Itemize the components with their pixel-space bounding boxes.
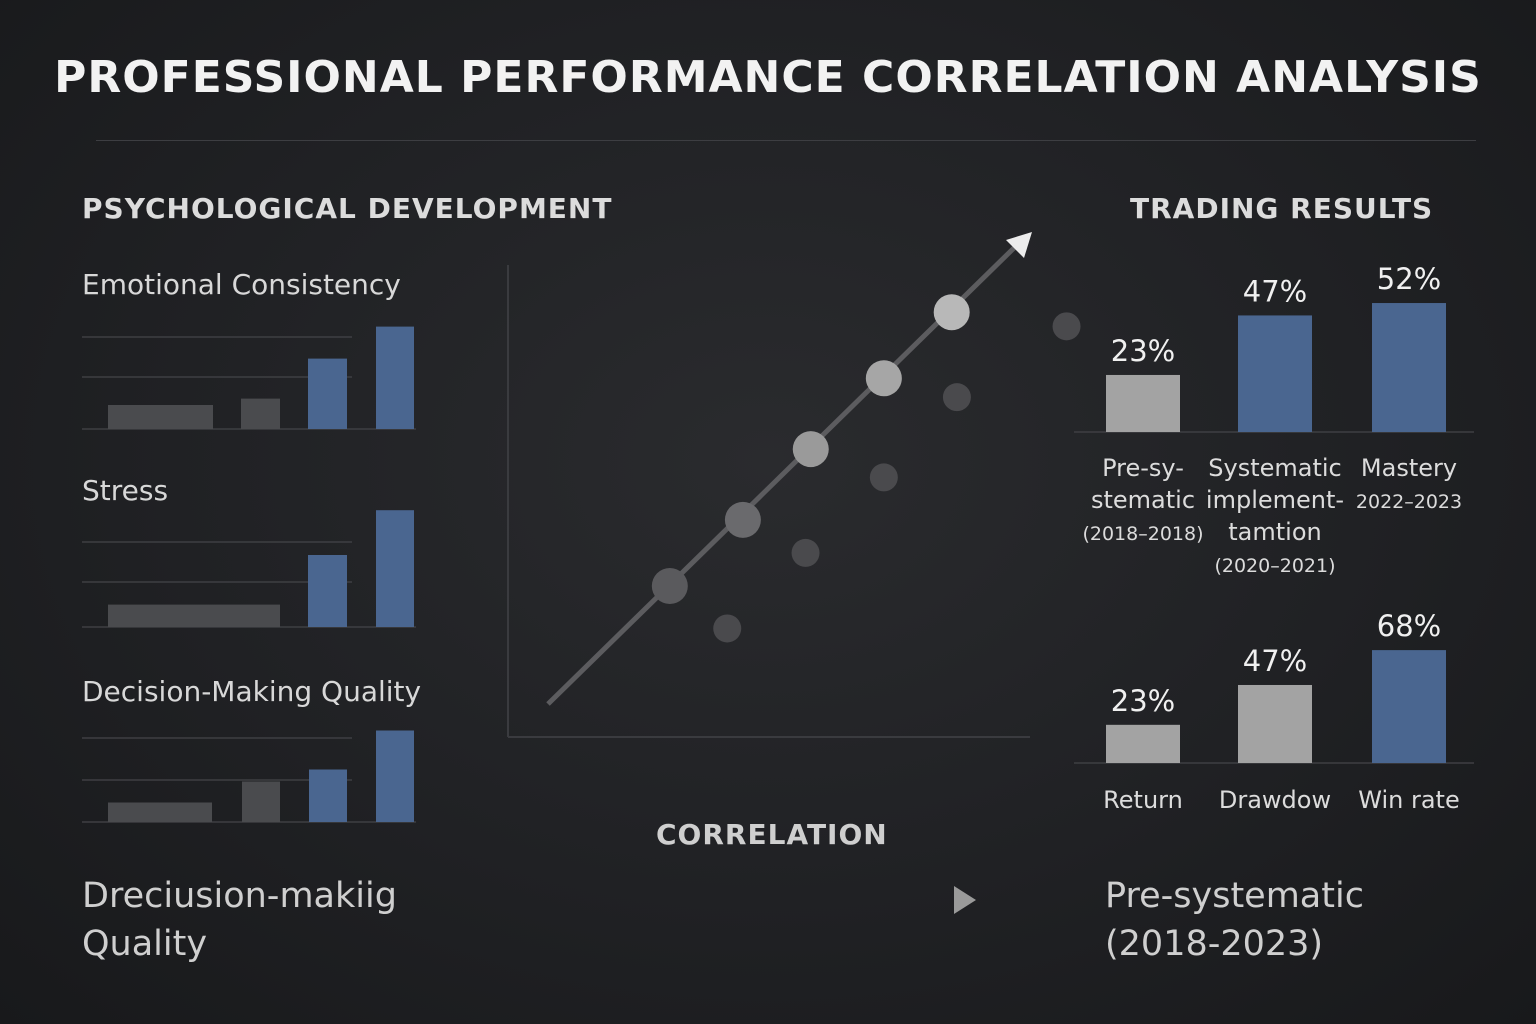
bar-category-label: Win rate xyxy=(1358,786,1459,814)
correlation-arrow-head-icon xyxy=(954,886,976,914)
scatter-point-outlier xyxy=(713,614,742,643)
trend-arrow-head-icon xyxy=(1006,232,1032,258)
bar-category-label: 2022–2023 xyxy=(1356,491,1462,513)
right-bottom-caption-line1: Pre-systematic xyxy=(1105,876,1364,916)
bar-value-label: 47% xyxy=(1243,274,1307,308)
result-bar xyxy=(1238,684,1312,763)
mini-bar xyxy=(309,769,347,822)
scatter-point-trend xyxy=(865,360,902,397)
scatter-point-outlier xyxy=(942,383,971,412)
results-bars: 23% Pre-sy-stematic (2018–2018) 47% Systemat… xyxy=(1082,262,1462,577)
trading-results-heading: TRADING RESULTS xyxy=(1130,192,1434,225)
mini-bar xyxy=(241,398,280,429)
scatter-point-trend xyxy=(651,567,688,604)
bar-category-label: Drawdow xyxy=(1219,786,1331,814)
mini-bar xyxy=(108,604,280,627)
correlation-label: CORRELATION xyxy=(656,818,888,851)
result-bar xyxy=(1238,315,1312,432)
decision-making-bars xyxy=(108,730,414,822)
scatter-point-trend xyxy=(792,431,829,468)
right-bottom-caption-line2: (2018-2023) xyxy=(1105,924,1324,964)
left-bottom-caption-line1: Dreciusion-makiig xyxy=(82,876,397,916)
result-bar xyxy=(1372,303,1446,432)
result-bar xyxy=(1106,724,1180,763)
scatter-points xyxy=(651,294,1081,643)
left-bottom-caption: Dreciusion-makiig Quality xyxy=(82,872,397,968)
scatter-point-trend xyxy=(724,501,761,538)
bar-value-label: 47% xyxy=(1243,644,1307,678)
bar-category-label: stematic xyxy=(1091,486,1195,514)
correlation-label-wrap: CORRELATION xyxy=(656,818,887,851)
bar-category-label: (2020–2021) xyxy=(1214,555,1335,577)
emotional-consistency-label: Emotional Consistency xyxy=(82,268,401,301)
mini-bar xyxy=(108,802,212,822)
bar-value-label: 23% xyxy=(1111,334,1175,368)
bar-value-label: 68% xyxy=(1377,609,1441,643)
bar-category-label: tamtion xyxy=(1228,518,1321,546)
stress-label: Stress xyxy=(82,474,169,507)
result-bar xyxy=(1106,374,1180,432)
stress-bars xyxy=(108,510,414,627)
bar-value-label: 52% xyxy=(1377,262,1441,296)
mini-bar xyxy=(376,730,414,822)
bar-category-label: Return xyxy=(1103,786,1183,814)
mini-bar xyxy=(308,555,347,627)
right-bottom-caption: Pre-systematic (2018-2023) xyxy=(1105,872,1364,968)
psychological-development-heading: PSYCHOLOGICAL DEVELOPMENT xyxy=(82,192,613,225)
scatter-point-outlier xyxy=(1052,312,1081,341)
mini-bar xyxy=(376,326,414,429)
metrics-bars: 23% Return 47% Drawdow 68% Win rate xyxy=(1103,609,1460,814)
bar-value-label: 23% xyxy=(1111,684,1175,718)
emotional-consistency-bars xyxy=(108,326,414,429)
scatter-point-outlier xyxy=(791,538,820,567)
left-bottom-caption-line2: Quality xyxy=(82,924,208,964)
mini-bar xyxy=(242,781,280,822)
mini-bar xyxy=(376,510,414,627)
mini-bar xyxy=(308,358,347,429)
decision-making-quality-label: Decision-Making Quality xyxy=(82,675,422,708)
bar-category-label: Mastery xyxy=(1361,454,1457,482)
scatter-point-trend xyxy=(933,294,970,331)
bar-category-label: Pre-sy- xyxy=(1102,454,1184,482)
result-bar xyxy=(1372,650,1446,763)
scatter-point-outlier xyxy=(869,463,898,492)
mini-bar xyxy=(108,405,213,429)
bar-category-label: Systematic xyxy=(1208,454,1341,482)
title-divider xyxy=(96,140,1476,141)
bar-category-label: (2018–2018) xyxy=(1082,523,1203,545)
bar-category-label: implement- xyxy=(1206,486,1344,514)
page-title: PROFESSIONAL PERFORMANCE CORRELATION ANA… xyxy=(54,52,1482,103)
